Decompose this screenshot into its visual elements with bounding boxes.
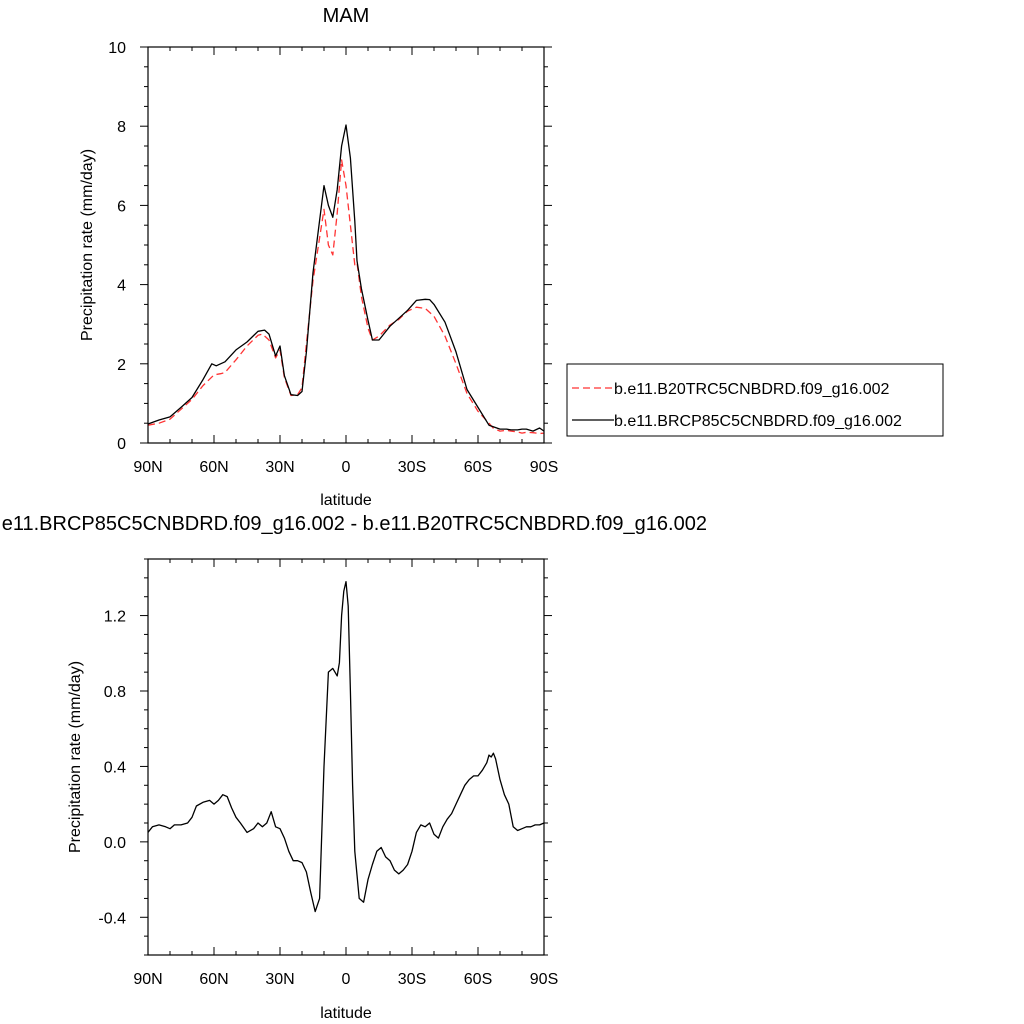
y-tick-label: 8 (117, 119, 126, 136)
y-tick-label: 4 (117, 278, 126, 295)
x-tick-label: 30N (265, 971, 294, 988)
y-axis-label: Precipitation rate (mm/day) (67, 661, 84, 853)
x-tick-label: 0 (342, 459, 351, 476)
bottom-chart: b.e11.BRCP85C5CNBDRD.f09_g16.002 - b.e11… (0, 513, 707, 1022)
x-tick-label: 60S (464, 971, 492, 988)
x-tick-label: 90N (133, 459, 162, 476)
y-tick-label: 0.8 (104, 684, 126, 701)
bottom-series-lines (147, 580, 545, 913)
legend-label-rcp85: b.e11.BRCP85C5CNBDRD.f09_g16.002 (614, 413, 902, 430)
y-tick-label: 6 (117, 198, 126, 215)
top-series-line-0 (147, 159, 545, 435)
chart-title: MAM (323, 5, 370, 27)
x-tick-label: 30N (265, 459, 294, 476)
x-axis-label: latitude (320, 1005, 372, 1022)
y-tick-label: 0.4 (104, 759, 126, 776)
y-tick-label: 1.2 (104, 609, 126, 626)
y-tick-label: -0.4 (98, 910, 126, 927)
y-tick-label: 10 (108, 40, 126, 57)
bottom-plot-frame (147, 558, 545, 956)
x-tick-label: 0 (342, 971, 351, 988)
legend-label-historical: b.e11.B20TRC5CNBDRD.f09_g16.002 (614, 381, 890, 398)
x-tick-label: 60N (199, 971, 228, 988)
chart-title: b.e11.BRCP85C5CNBDRD.f09_g16.002 - b.e11… (0, 513, 707, 535)
x-tick-label: 90S (530, 971, 558, 988)
top-series-lines (147, 124, 545, 435)
y-tick-label: 0 (117, 436, 126, 453)
top-plot-frame (147, 46, 545, 444)
x-tick-label: 30S (398, 971, 426, 988)
x-tick-label: 60S (464, 459, 492, 476)
top-axis-ticks: 90N 60N 30N 0 30S 60S 90S 0 2 4 6 8 10 (108, 40, 558, 476)
top-series-line-1 (147, 124, 545, 432)
x-tick-label: 60N (199, 459, 228, 476)
y-tick-label: 2 (117, 357, 126, 374)
bottom-series-line-0 (147, 580, 545, 913)
legend-box (566, 363, 944, 437)
x-axis-label: latitude (320, 492, 372, 509)
bottom-axis-ticks: 90N 60N 30N 0 30S 60S 90S -0.4 0.0 0.4 0.8 1.2 (98, 558, 558, 988)
x-tick-label: 90S (530, 459, 558, 476)
x-tick-label: 90N (133, 971, 162, 988)
y-tick-label: 0.0 (104, 835, 126, 852)
x-tick-label: 30S (398, 459, 426, 476)
legend: b.e11.B20TRC5CNBDRD.f09_g16.002 b.e11.BR… (566, 363, 944, 437)
top-chart: MAM 90N 60N 30N 0 30S 60S 90S 0 2 4 6 8 10 Precipita… (79, 5, 944, 509)
y-axis-label: Precipitation rate (mm/day) (79, 149, 96, 341)
